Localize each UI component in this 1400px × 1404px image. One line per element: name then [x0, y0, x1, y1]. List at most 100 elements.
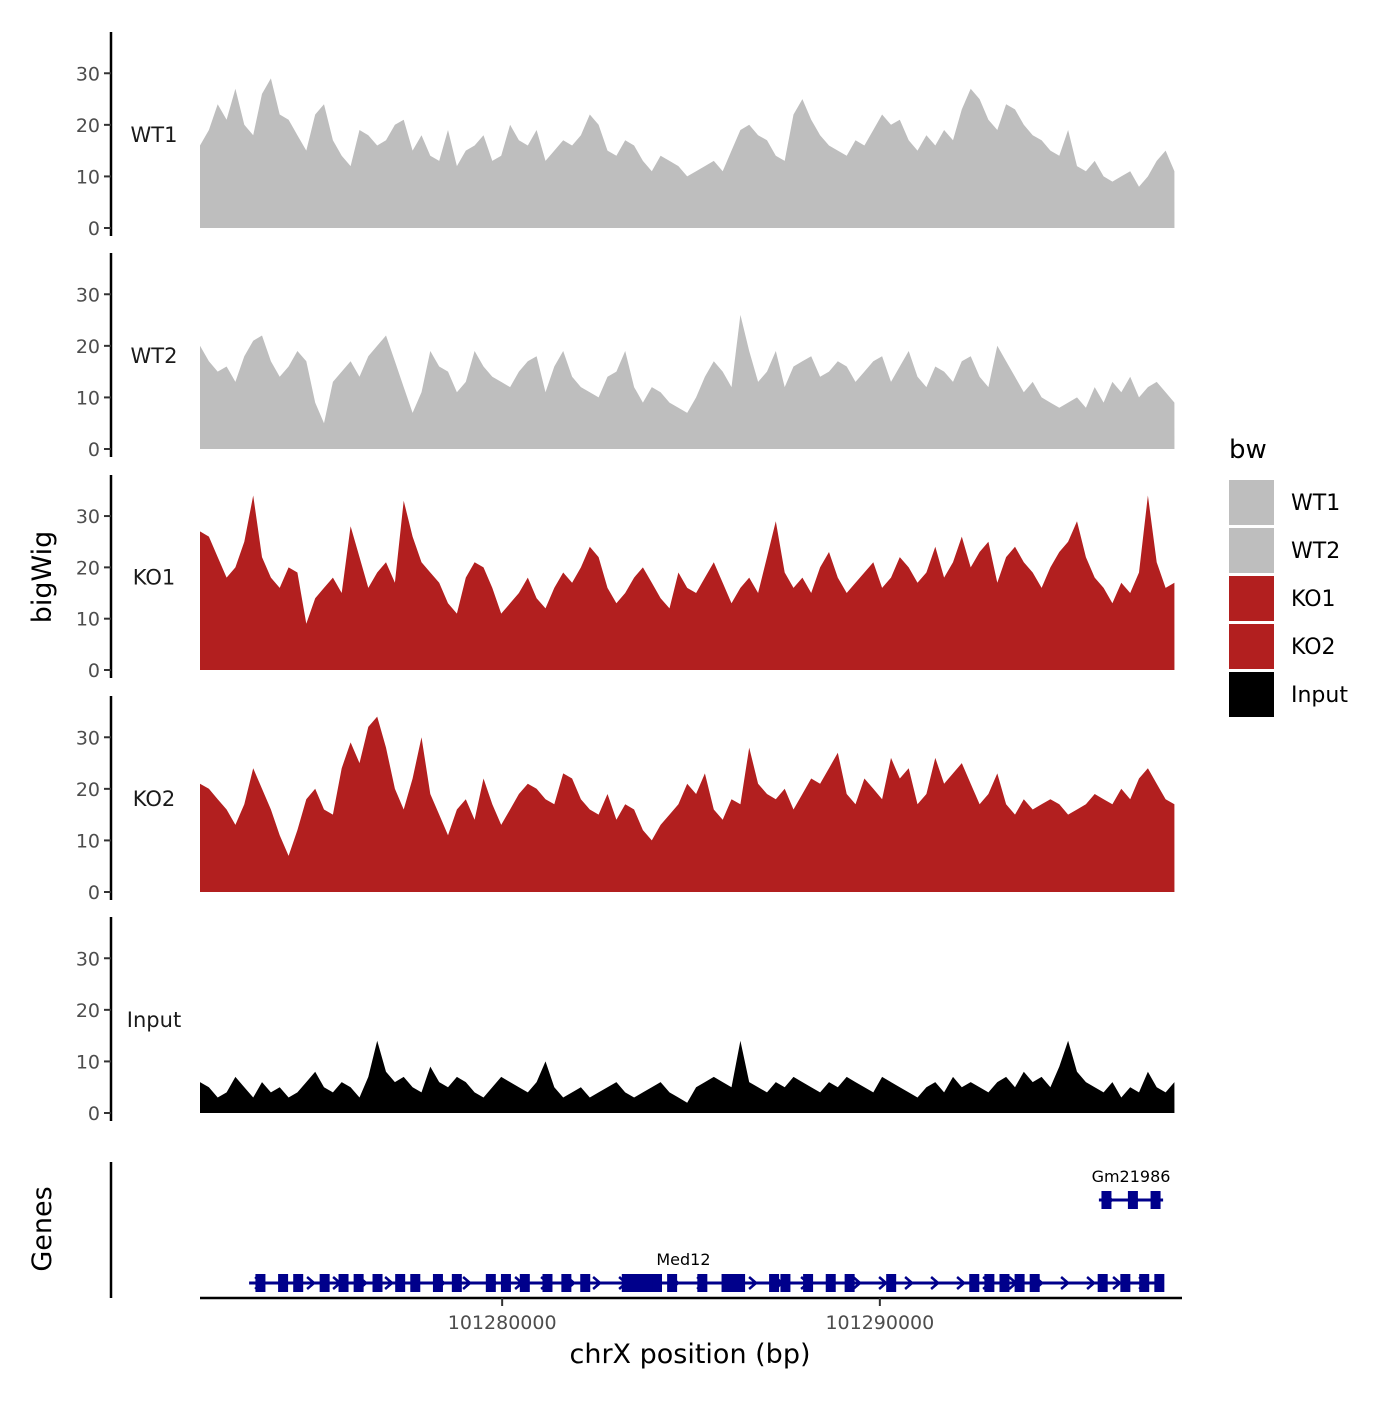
exon: [485, 1274, 496, 1292]
y-tick-label: 30: [76, 284, 100, 306]
exon: [984, 1274, 995, 1292]
legend-label-input: Input: [1291, 683, 1348, 708]
exon: [519, 1274, 530, 1292]
strand-arrow: [956, 1276, 967, 1290]
track-label-ko1: KO1: [133, 566, 176, 590]
track-label-wt2: WT2: [131, 344, 178, 368]
exon: [451, 1274, 462, 1292]
strand-arrow: [878, 1276, 889, 1290]
strand-arrow: [1086, 1276, 1097, 1290]
exon: [697, 1274, 708, 1292]
strand-arrow: [930, 1276, 941, 1290]
y-tick-label: 30: [76, 63, 100, 85]
gene-gm21986: Gm21986: [1092, 1167, 1171, 1209]
track-label-input: Input: [127, 1008, 181, 1032]
exon: [969, 1274, 980, 1292]
strand-arrow: [748, 1276, 759, 1290]
exon-large: [721, 1274, 744, 1292]
legend-key-wt1: [1229, 480, 1274, 525]
legend-key-ko1: [1229, 576, 1274, 621]
exon: [999, 1274, 1010, 1292]
exon: [1014, 1274, 1025, 1292]
exon: [1154, 1274, 1165, 1292]
legend-label-ko2: KO2: [1291, 635, 1336, 660]
legend-key-wt2: [1229, 528, 1274, 573]
exon: [319, 1274, 330, 1292]
track-ko1: 0 10 20 30 KO1: [76, 475, 1175, 682]
track-ko2: 0 10 20 30 KO2: [76, 696, 1175, 904]
track-input: 0 10 20 30 Input: [76, 917, 1175, 1125]
exon-large: [630, 1274, 653, 1292]
y-tick-label: 10: [76, 1051, 100, 1073]
gene-label: Med12: [656, 1250, 710, 1269]
track-label-ko2: KO2: [133, 787, 176, 811]
exon: [1127, 1191, 1138, 1209]
legend-label-wt1: WT1: [1291, 491, 1340, 516]
legend-title: bw: [1229, 435, 1267, 465]
y-tick-label: 20: [76, 1000, 100, 1022]
area-input: [200, 1040, 1175, 1113]
genes-axis-title: Genes: [27, 1186, 58, 1271]
strand-arrow: [306, 1276, 317, 1290]
y-tick-label: 10: [76, 387, 100, 409]
exon: [500, 1274, 511, 1292]
strand-arrow: [592, 1276, 603, 1290]
x-tick-label: 101280000: [448, 1312, 557, 1334]
strand-arrow: [1112, 1276, 1123, 1290]
exon: [372, 1274, 383, 1292]
strand-arrow: [904, 1276, 915, 1290]
exon: [395, 1274, 406, 1292]
y-tick-label: 0: [88, 660, 100, 682]
exon: [255, 1274, 266, 1292]
y-tick-label: 20: [76, 336, 100, 358]
y-tick-label: 0: [88, 218, 100, 240]
strand-arrow: [462, 1276, 473, 1290]
exon: [580, 1274, 591, 1292]
y-axis-title: bigWig: [27, 531, 58, 624]
legend-key-input: [1229, 672, 1274, 717]
y-tick-label: 20: [76, 557, 100, 579]
area-ko1: [200, 495, 1175, 670]
area-ko2: [200, 716, 1175, 892]
y-tick-label: 20: [76, 779, 100, 801]
y-tick-label: 10: [76, 609, 100, 631]
exon: [353, 1274, 364, 1292]
legend-key-ko2: [1229, 624, 1274, 669]
exon: [338, 1274, 349, 1292]
exon: [432, 1274, 443, 1292]
gene-label: Gm21986: [1092, 1167, 1171, 1186]
exon: [825, 1274, 836, 1292]
track-wt1: 0 10 20 30 WT1: [76, 32, 1175, 240]
legend-label-wt2: WT2: [1291, 539, 1340, 564]
exon: [621, 1274, 632, 1292]
exon: [1097, 1274, 1108, 1292]
area-wt1: [200, 78, 1175, 229]
exon: [886, 1274, 897, 1292]
exon: [561, 1274, 572, 1292]
exon: [410, 1274, 421, 1292]
genes-panel: Gm21986 Med12: [109, 1162, 1182, 1300]
y-tick-label: 0: [88, 1103, 100, 1125]
y-tick-label: 20: [76, 115, 100, 137]
legend: WT1 WT2 KO1 KO2 Input: [1229, 480, 1348, 717]
exon: [1029, 1274, 1040, 1292]
exon: [1120, 1274, 1131, 1292]
exon: [803, 1274, 814, 1292]
gene-med12: Med12: [249, 1250, 1165, 1292]
exon: [769, 1274, 780, 1292]
y-tick-label: 0: [88, 882, 100, 904]
tracks-group: 0 10 20 30 WT1 0 10 20 30 WT2 0 10 20 30 KO1 0 10 20 30 KO2…: [76, 32, 1175, 1125]
exon: [278, 1274, 289, 1292]
y-tick-label: 30: [76, 948, 100, 970]
exon: [1150, 1191, 1161, 1209]
exon: [780, 1274, 791, 1292]
track-label-wt1: WT1: [131, 123, 178, 147]
x-axis: 101280000 101290000: [448, 1298, 934, 1334]
exon: [667, 1274, 678, 1292]
y-tick-label: 30: [76, 727, 100, 749]
exon: [293, 1274, 304, 1292]
exon: [652, 1274, 663, 1292]
x-tick-label: 101290000: [825, 1312, 934, 1334]
